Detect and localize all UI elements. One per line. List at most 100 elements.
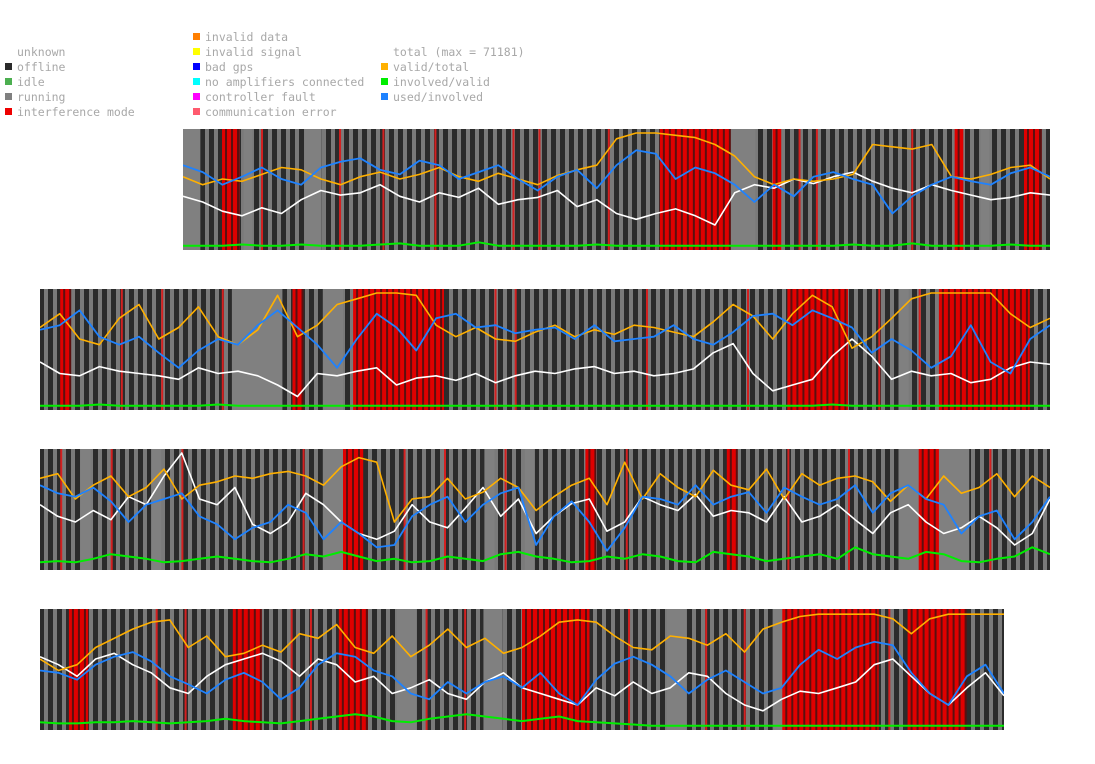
interference-mark xyxy=(911,129,914,250)
interference-gap xyxy=(803,609,806,730)
interference-mark xyxy=(434,129,437,250)
interference-mark xyxy=(309,609,312,730)
interference-gap xyxy=(346,449,348,570)
running-zone xyxy=(666,609,686,730)
running-stripe xyxy=(377,449,381,570)
running-stripe xyxy=(692,289,696,410)
running-stripe xyxy=(871,129,875,250)
legend-swatch xyxy=(5,93,12,100)
interference-gap xyxy=(386,289,389,410)
running-stripe xyxy=(701,289,705,410)
chart-strip-3 xyxy=(40,449,1050,570)
interference-gap xyxy=(977,289,980,410)
running-stripe xyxy=(628,129,632,250)
series-line-total xyxy=(183,171,1050,226)
interference-gap xyxy=(77,609,80,730)
interference-gap xyxy=(253,609,256,730)
interference-mark xyxy=(747,289,749,410)
strip-plot xyxy=(40,289,1050,410)
running-stripe xyxy=(889,129,893,250)
interference-gap xyxy=(863,609,866,730)
interference-gap xyxy=(869,609,872,730)
running-stripe xyxy=(260,449,264,570)
running-stripe xyxy=(584,289,588,410)
running-stripe xyxy=(620,449,624,570)
legend-label: invalid signal xyxy=(205,45,302,59)
running-stripe xyxy=(818,449,822,570)
running-zone xyxy=(80,449,91,570)
legend-label: running xyxy=(17,90,66,104)
interference-gap xyxy=(71,609,74,730)
running-stripe xyxy=(286,129,290,250)
running-stripe xyxy=(701,449,705,570)
running-stripe xyxy=(692,609,696,730)
interference-gap xyxy=(1001,289,1004,410)
running-stripe xyxy=(1007,449,1011,570)
running-stripe xyxy=(422,609,426,730)
running-stripe xyxy=(683,289,687,410)
running-stripe xyxy=(44,289,48,410)
series-line-total xyxy=(40,338,1050,398)
interference-gap xyxy=(815,609,818,730)
legend-swatch xyxy=(5,108,12,115)
strip-plot xyxy=(40,609,1004,730)
running-stripe xyxy=(125,609,129,730)
running-stripe xyxy=(1006,129,1010,250)
interference-gap xyxy=(728,129,731,250)
legend-swatch xyxy=(5,63,12,70)
interference-mark xyxy=(705,609,708,730)
running-stripe xyxy=(53,449,57,570)
interference-gap xyxy=(933,449,936,570)
interference-gap xyxy=(543,609,545,730)
running-stripe xyxy=(404,449,408,570)
running-stripe xyxy=(835,129,839,250)
running-stripe xyxy=(683,449,687,570)
running-stripe xyxy=(656,449,660,570)
legend-label: bad gps xyxy=(205,60,254,74)
legend-label: unknown xyxy=(17,45,66,59)
running-stripe xyxy=(98,289,102,410)
running-stripe xyxy=(430,129,434,250)
running-stripe xyxy=(565,129,569,250)
interference-gap xyxy=(710,129,713,250)
running-stripe xyxy=(350,289,354,410)
interference-gap xyxy=(588,449,591,570)
running-stripe xyxy=(566,289,570,410)
interference-gap xyxy=(922,609,925,730)
interference-gap xyxy=(910,609,913,730)
running-stripe xyxy=(854,449,858,570)
interference-mark xyxy=(464,609,467,730)
running-stripe xyxy=(629,609,633,730)
running-stripe xyxy=(710,289,714,410)
running-stripe xyxy=(170,289,174,410)
running-stripe xyxy=(764,289,768,410)
running-stripe xyxy=(403,129,407,250)
running-stripe xyxy=(800,449,804,570)
running-stripe xyxy=(998,449,1002,570)
running-stripe xyxy=(493,129,497,250)
interference-gap xyxy=(241,609,244,730)
interference-gap xyxy=(662,129,665,250)
interference-gap xyxy=(301,289,304,410)
running-zone xyxy=(243,129,253,250)
running-stripe xyxy=(836,449,840,570)
running-stripe xyxy=(449,609,453,730)
running-stripe xyxy=(233,449,237,570)
running-stripe xyxy=(44,609,48,730)
running-stripe xyxy=(251,449,255,570)
running-stripe xyxy=(737,289,741,410)
running-stripe xyxy=(764,449,768,570)
running-stripe xyxy=(980,609,984,730)
chart-strip-1 xyxy=(183,129,1050,250)
running-zone xyxy=(898,289,909,410)
running-stripe xyxy=(89,289,93,410)
running-stripe xyxy=(287,289,291,410)
running-stripe xyxy=(143,449,147,570)
interference-gap xyxy=(674,129,677,250)
running-stripe xyxy=(610,129,614,250)
interference-gap xyxy=(549,609,551,730)
running-stripe xyxy=(611,449,615,570)
running-stripe xyxy=(593,289,597,410)
running-stripe xyxy=(224,289,228,410)
running-stripe xyxy=(179,449,183,570)
